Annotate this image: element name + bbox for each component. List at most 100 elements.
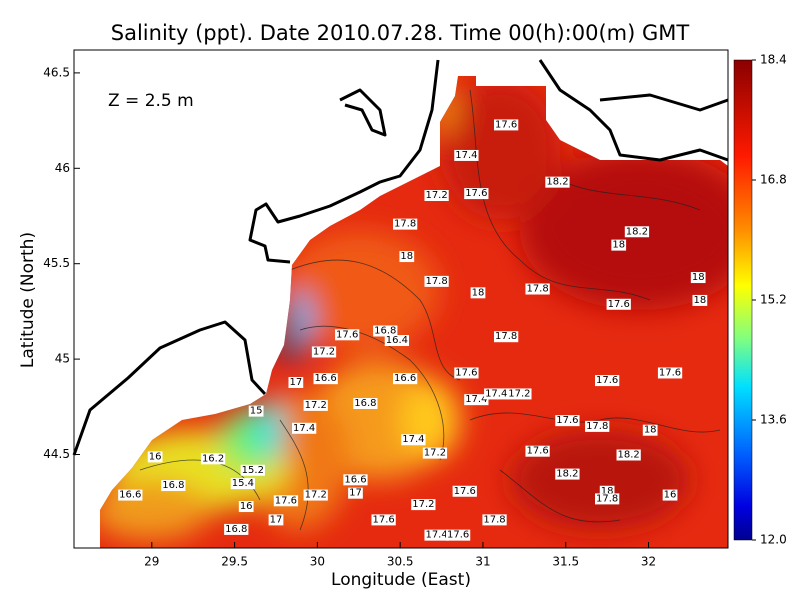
plot-frame	[73, 49, 729, 549]
contour-label: 18	[400, 251, 413, 262]
contour-label: 18	[692, 272, 705, 283]
contour-label: 17.2	[305, 490, 327, 501]
contour-label: 17.2	[425, 190, 447, 201]
contour-label-box	[343, 474, 368, 486]
contour-label: 17.2	[508, 388, 530, 399]
contour-label-box	[599, 485, 615, 497]
x-tick-label: 32	[641, 555, 656, 569]
contour-label-box	[525, 283, 550, 295]
contour-label: 18	[472, 287, 485, 298]
contour-label: 16.2	[202, 453, 224, 464]
contour-label-box	[555, 415, 580, 427]
contour-label: 17.4	[425, 530, 447, 541]
contour-label-box	[384, 335, 409, 347]
x-tick-label: 29	[144, 555, 159, 569]
contour-label: 17.6	[659, 367, 681, 378]
colorbar-tick-label: 12.0	[760, 533, 787, 547]
contour-label: 17.6	[454, 486, 476, 497]
contour-label-box	[555, 468, 580, 480]
contour-label: 16	[149, 451, 162, 462]
contour-label-box	[585, 420, 610, 432]
contour-label-box	[470, 287, 486, 299]
contour-label-box	[606, 298, 631, 310]
contour-label-box	[371, 514, 396, 526]
contour-label-box	[118, 489, 143, 501]
contour-label-box	[393, 373, 418, 385]
contour-label-box	[424, 275, 449, 287]
coastline	[248, 59, 440, 264]
contour-label: 18.2	[546, 177, 568, 188]
contour-label-box	[411, 499, 436, 511]
contour-label: 17.8	[483, 514, 505, 525]
contour-label-box	[657, 367, 683, 379]
colorbar-tick-label: 18.4	[760, 53, 787, 67]
contour-label: 16.8	[354, 398, 376, 409]
coastline	[599, 93, 729, 112]
contour-label-box	[399, 251, 415, 263]
x-tick-label: 30.5	[387, 555, 414, 569]
contour-label-box	[348, 487, 363, 499]
contour-label: 17.6	[596, 375, 618, 386]
contour-label-box	[545, 176, 570, 188]
contour-label: 17.8	[596, 493, 618, 504]
contour-label-box	[464, 188, 489, 200]
contour-label: 17.2	[305, 400, 327, 411]
contour-label-box	[311, 346, 337, 358]
contour-label-box	[452, 485, 477, 497]
contour-label-box	[662, 489, 678, 501]
contour-label-box	[248, 405, 264, 417]
contour-label-box	[422, 447, 448, 459]
contour-label: 15.4	[232, 478, 254, 489]
contour-label: 17.4	[455, 150, 477, 161]
contour-label-box	[273, 495, 299, 507]
contour-label: 17.6	[526, 446, 548, 457]
contour-label: 17.8	[425, 276, 447, 287]
contour-label: 16	[240, 501, 253, 512]
contour-label: 18	[612, 240, 625, 251]
x-tick-label: 30	[310, 555, 325, 569]
contour-label-box	[642, 424, 658, 436]
contour-label-box	[690, 272, 706, 284]
contour-label-box	[595, 375, 620, 387]
contour-label-box	[238, 501, 254, 513]
contour-label: 17.6	[495, 119, 517, 130]
contour-label: 16	[664, 490, 677, 501]
contour-label: 16.4	[386, 335, 408, 346]
coastline	[538, 59, 729, 162]
contour-label: 17.6	[608, 299, 630, 310]
y-tick-label: 45.5	[43, 256, 70, 270]
contour-label: 17.6	[447, 530, 469, 541]
coastline	[72, 320, 267, 456]
y-tick-label: 45	[55, 352, 70, 366]
contour-label-box	[624, 226, 650, 238]
y-tick-label: 44.5	[43, 447, 70, 461]
contour-label-box	[464, 394, 489, 406]
contour-label: 17.4	[402, 434, 424, 445]
contour-label-box	[401, 434, 426, 446]
contour-label: 17.6	[556, 415, 578, 426]
contour-label-box	[616, 449, 641, 461]
contour-label-box	[507, 388, 532, 400]
contour-label-box	[611, 239, 627, 251]
salinity-field	[100, 76, 728, 548]
chart-title: Salinity (ppt). Date 2010.07.28. Time 00…	[111, 21, 690, 45]
contour-label-box	[484, 388, 509, 400]
contour-label: 17.4	[485, 388, 507, 399]
contour-label: 17.6	[336, 329, 358, 340]
contour-label: 17.8	[586, 421, 608, 432]
contour-label: 17.4	[293, 423, 315, 434]
depth-annotation: Z = 2.5 m	[108, 91, 194, 111]
contour-label-box	[353, 397, 378, 409]
coastline	[339, 88, 387, 137]
contour-label: 16.6	[119, 490, 141, 501]
contour-label: 18	[601, 486, 614, 497]
contour-label: 16.8	[374, 325, 396, 336]
contour-label: 17.8	[394, 219, 416, 230]
contour-label: 17.6	[275, 495, 297, 506]
contour-label: 16.8	[225, 524, 247, 535]
contour-label-box	[303, 489, 328, 501]
contour-label-box	[161, 480, 186, 492]
contour-label: 15.2	[242, 465, 264, 476]
x-tick-label: 31	[475, 555, 490, 569]
contour-label-box	[525, 445, 550, 457]
